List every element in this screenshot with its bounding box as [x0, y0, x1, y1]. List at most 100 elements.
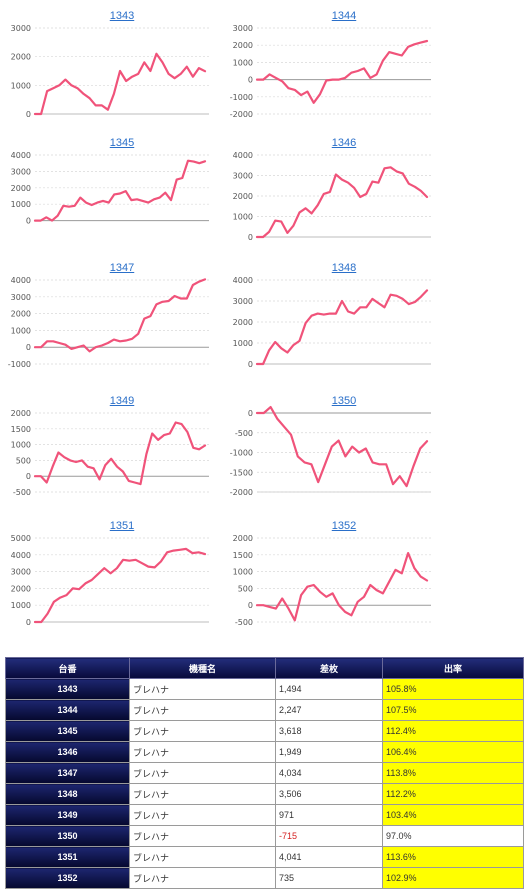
model-name-cell: ブレハナ — [129, 762, 276, 784]
chart-title-link[interactable]: 1344 — [331, 10, 357, 22]
chart-title-link[interactable]: 1349 — [109, 395, 135, 407]
payout-rate-cell: 97.0% — [382, 825, 524, 847]
table-row: 1352 ブレハナ 735 102.9% — [5, 867, 524, 889]
y-tick-label: 1000 — [233, 213, 253, 222]
machine-number-cell: 1350 — [5, 825, 130, 847]
payout-rate-cell: 105.8% — [382, 678, 524, 700]
chart-panel: 1345 0 1000 2000 3000 4000 — [8, 135, 215, 243]
y-tick-label: 2000 — [11, 584, 31, 593]
model-name-cell: ブレハナ — [129, 720, 276, 742]
y-tick-label: 1000 — [233, 339, 253, 348]
y-tick-label: -2000 — [230, 488, 253, 497]
y-tick-label: 0 — [248, 409, 253, 418]
charts-grid: 1343 0 1000 2000 3000 1344 -2000 -1000 0 1000 2000… — [8, 8, 437, 628]
line-chart: 0 1000 2000 3000 4000 5000 — [11, 534, 209, 627]
chart-panel: 1347 -1000 0 1000 2000 3000 4000 — [8, 260, 215, 370]
y-tick-label: 4000 — [11, 551, 31, 560]
y-tick-label: -1000 — [8, 360, 31, 369]
header-model-name[interactable]: 機種名 — [129, 657, 276, 679]
chart-title-link[interactable]: 1347 — [109, 262, 135, 274]
y-tick-label: -500 — [235, 618, 253, 627]
chart-panel: 1350 -2000 -1500 -1000 -500 0 — [230, 393, 437, 498]
chart-title-link[interactable]: 1343 — [109, 10, 135, 22]
y-tick-label: 5000 — [11, 534, 31, 543]
coin-difference-cell: 2,247 — [275, 699, 383, 721]
machine-number-cell: 1348 — [5, 783, 130, 805]
table-row: 1347 ブレハナ 4,034 113.8% — [5, 762, 524, 784]
table-row: 1345 ブレハナ 3,618 112.4% — [5, 720, 524, 742]
table-row: 1348 ブレハナ 3,506 112.2% — [5, 783, 524, 805]
series-line — [255, 551, 429, 622]
chart-title-link[interactable]: 1346 — [331, 137, 357, 149]
line-chart: -1000 0 1000 2000 3000 4000 — [8, 276, 209, 369]
table-body: 1343 ブレハナ 1,494 105.8% 1344 ブレハナ 2,247 107.5% 13… — [5, 678, 524, 889]
y-tick-label: 1000 — [11, 81, 31, 90]
model-name-cell: ブレハナ — [129, 804, 276, 826]
coin-difference-cell: -715 — [275, 825, 383, 847]
chart-panel: 1344 -2000 -1000 0 1000 2000 3000 — [230, 8, 437, 120]
line-chart: 0 1000 2000 3000 — [11, 24, 209, 119]
y-tick-label: 2000 — [11, 53, 31, 62]
chart-panel: 1349 -500 0 500 1000 1500 2000 — [8, 393, 215, 498]
y-tick-label: 1000 — [11, 441, 31, 450]
y-tick-label: 0 — [26, 472, 31, 481]
line-chart: -500 0 500 1000 1500 2000 — [11, 409, 209, 497]
line-chart: 0 1000 2000 3000 4000 — [233, 276, 431, 369]
y-tick-label: 0 — [26, 343, 31, 352]
machine-number-cell: 1347 — [5, 762, 130, 784]
chart-title-link[interactable]: 1350 — [331, 395, 357, 407]
chart-title-link[interactable]: 1351 — [109, 520, 135, 532]
line-chart: -500 0 500 1000 1500 2000 — [233, 534, 431, 627]
model-name-cell: ブレハナ — [129, 867, 276, 889]
y-tick-label: 4000 — [233, 276, 253, 285]
model-name-cell: ブレハナ — [129, 783, 276, 805]
machine-number-cell: 1346 — [5, 741, 130, 763]
header-machine-number[interactable]: 台番 — [5, 657, 130, 679]
coin-difference-cell: 4,041 — [275, 846, 383, 868]
series-line — [33, 547, 207, 624]
y-tick-label: 1000 — [233, 58, 253, 67]
payout-rate-cell: 112.2% — [382, 783, 524, 805]
y-tick-label: 0 — [248, 76, 253, 85]
line-chart: 0 1000 2000 3000 4000 — [233, 151, 431, 242]
y-tick-label: -500 — [235, 429, 253, 438]
table-header-row: 台番 機種名 差枚 出率 — [5, 657, 524, 679]
table-row: 1350 ブレハナ -715 97.0% — [5, 825, 524, 847]
payout-rate-cell: 103.4% — [382, 804, 524, 826]
payout-rate-cell: 112.4% — [382, 720, 524, 742]
machine-number-cell: 1344 — [5, 699, 130, 721]
table-row: 1344 ブレハナ 2,247 107.5% — [5, 699, 524, 721]
y-tick-label: -500 — [13, 488, 31, 497]
chart-panel: 1348 0 1000 2000 3000 4000 — [230, 260, 437, 370]
header-coin-difference[interactable]: 差枚 — [275, 657, 383, 679]
series-line — [255, 289, 429, 366]
coin-difference-cell: 971 — [275, 804, 383, 826]
model-name-cell: ブレハナ — [129, 846, 276, 868]
y-tick-label: 2000 — [233, 41, 253, 50]
chart-title-link[interactable]: 1352 — [331, 520, 357, 532]
y-tick-label: 0 — [26, 618, 31, 627]
chart-title-link[interactable]: 1345 — [109, 137, 135, 149]
model-name-cell: ブレハナ — [129, 825, 276, 847]
header-payout-rate[interactable]: 出率 — [382, 657, 524, 679]
payout-rate-cell: 107.5% — [382, 699, 524, 721]
line-chart: 0 1000 2000 3000 4000 — [11, 151, 209, 226]
results-table: 台番 機種名 差枚 出率 1343 ブレハナ 1,494 105.8% 1344 ブレハナ… — [5, 657, 524, 889]
payout-rate-cell: 113.8% — [382, 762, 524, 784]
y-tick-label: 3000 — [233, 297, 253, 306]
coin-difference-cell: 1,494 — [275, 678, 383, 700]
line-chart: -2000 -1000 0 1000 2000 3000 — [230, 24, 431, 119]
y-tick-label: 500 — [238, 584, 253, 593]
chart-panel: 1343 0 1000 2000 3000 — [8, 8, 215, 120]
y-tick-label: 0 — [248, 360, 253, 369]
chart-title-link[interactable]: 1348 — [331, 262, 357, 274]
machine-number-cell: 1351 — [5, 846, 130, 868]
model-name-cell: ブレハナ — [129, 678, 276, 700]
y-tick-label: 3000 — [11, 293, 31, 302]
y-tick-label: 2000 — [233, 534, 253, 543]
chart-panel: 1352 -500 0 500 1000 1500 2000 — [230, 518, 437, 628]
y-tick-label: 4000 — [11, 276, 31, 285]
y-tick-label: 2000 — [11, 184, 31, 193]
y-tick-label: 1000 — [11, 200, 31, 209]
machine-number-cell: 1352 — [5, 867, 130, 889]
